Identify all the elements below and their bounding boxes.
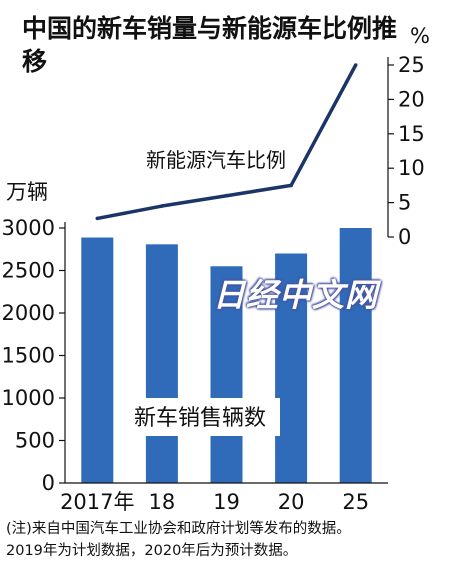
- line-point: [289, 183, 293, 188]
- bar: [275, 253, 308, 483]
- bar-series-label: 新车销售辆数: [134, 406, 266, 431]
- chart-title: 中国的新车销量与新能源车比例推移: [22, 14, 398, 76]
- right-axis-tick-label: 10: [398, 156, 425, 180]
- right-axis-tick-label: 5: [398, 191, 411, 215]
- x-axis-tick-label: 18: [149, 490, 176, 514]
- left-axis-tick-label: 0: [42, 471, 55, 495]
- line-series-label: 新能源汽车比例: [146, 148, 286, 172]
- x-axis-tick-label: 19: [213, 490, 240, 514]
- right-axis-tick-label: 0: [398, 225, 411, 249]
- x-axis-tick-label: 20: [278, 490, 305, 514]
- left-axis-tick-label: 2000: [2, 301, 55, 325]
- right-axis-tick-label: 20: [398, 87, 425, 111]
- right-axis-tick-label: 25: [398, 53, 425, 77]
- footnote: (注)来自中国汽车工业协会和政府计划等发布的数据。 2019年为计划数据，202…: [6, 518, 448, 562]
- right-axis-unit: %: [410, 24, 430, 48]
- left-axis-tick-label: 2500: [2, 259, 55, 283]
- x-axis-tick-label: 25: [342, 490, 369, 514]
- bar: [145, 244, 178, 483]
- bar-series-label-box: [120, 398, 280, 436]
- line-point: [224, 193, 229, 198]
- footnote-line: (注)来自中国汽车工业协会和政府计划等发布的数据。: [6, 521, 351, 537]
- left-axis-tick-label: 500: [15, 429, 55, 453]
- line-point: [353, 63, 358, 67]
- left-axis-tick-label: 1500: [2, 344, 55, 368]
- left-axis-tick-label: 3000: [2, 216, 55, 240]
- bar: [210, 266, 243, 483]
- left-axis-unit: 万辆: [6, 180, 48, 204]
- left-axis-tick-label: 1000: [2, 386, 55, 410]
- line-point: [95, 216, 100, 221]
- x-axis-tick-label: 2017年: [60, 490, 134, 514]
- bar: [339, 228, 372, 483]
- bar: [81, 237, 114, 483]
- watermark-logo: 日经中文网: [213, 276, 379, 314]
- footnote-line: 2019年为计划数据，2020年后为预计数据。: [6, 543, 298, 559]
- line-point: [160, 204, 164, 208]
- right-axis-tick-label: 15: [398, 122, 425, 146]
